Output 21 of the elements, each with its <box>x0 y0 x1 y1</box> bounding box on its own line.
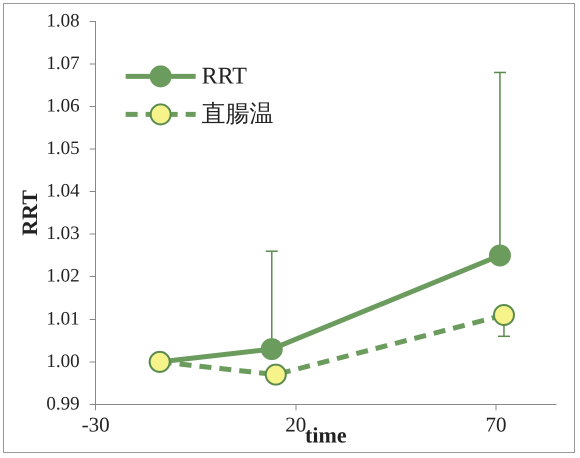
y-tick-label: 1.01 <box>46 308 80 330</box>
y-tick-label: 1.00 <box>46 350 80 372</box>
y-tick-label: 0.99 <box>46 393 80 414</box>
y-tick-label: 1.04 <box>46 180 80 202</box>
y-tick-label: 1.02 <box>46 266 80 287</box>
y-tick-label: 1.03 <box>46 223 80 244</box>
point <box>492 304 515 326</box>
x-axis-title: time <box>305 422 347 448</box>
y-axis-title: RRT <box>16 190 42 236</box>
point <box>488 244 511 266</box>
point <box>260 338 283 360</box>
point <box>264 364 287 386</box>
x-tick-label: -30 <box>82 412 110 437</box>
x-tick-label: 70 <box>485 412 506 437</box>
y-tick-label: 1.07 <box>46 52 80 74</box>
legend-label: 直腸温 <box>202 102 274 128</box>
x-tick-label: 20 <box>285 412 306 437</box>
y-tick-label: 1.08 <box>46 10 80 32</box>
y-tick-label: 1.06 <box>46 95 80 116</box>
y-tick-label: 1.05 <box>46 138 80 160</box>
legend-label: RRT <box>202 64 248 90</box>
